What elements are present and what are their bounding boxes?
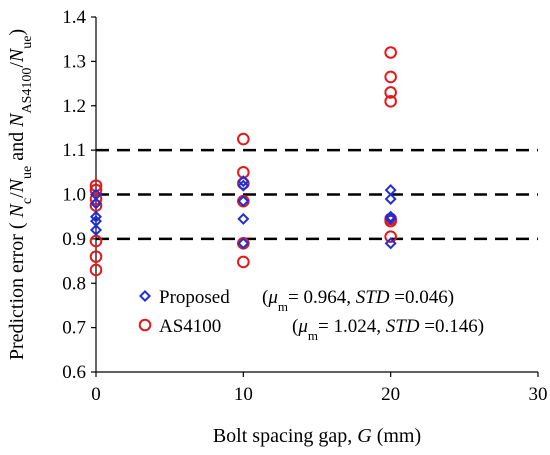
legend-stats-part: ( — [262, 287, 268, 308]
y-tick-label: 1.0 — [62, 185, 86, 206]
y-axis-title-part: and — [6, 127, 28, 166]
legend-stats-part: = 0.964, — [288, 287, 356, 308]
legend-label: AS4100 — [159, 316, 221, 337]
y-axis-title-part: ) — [6, 29, 28, 36]
legend-stats-part: =0.146) — [420, 316, 485, 337]
legend-stats-part: =0.046) — [390, 287, 455, 308]
as4100-point — [237, 177, 250, 190]
legend-stats-part: STD — [356, 287, 390, 308]
as4100-point — [384, 230, 397, 243]
y-tick-label: 1.2 — [62, 96, 86, 117]
y-axis-title-part: N — [6, 177, 28, 193]
as4100-point — [237, 132, 250, 146]
x-tick-label: 20 — [381, 384, 400, 405]
proposed-point — [384, 212, 397, 225]
as4100-point — [89, 250, 103, 263]
y-tick-label: 0.7 — [62, 318, 86, 339]
legend-stats: (μm= 1.024, STD =0.146) — [292, 316, 484, 343]
proposed-point — [237, 237, 250, 250]
y-axis-title-part: N — [6, 112, 28, 128]
as4100-point — [384, 214, 397, 228]
y-tick-label: 0.8 — [62, 273, 86, 294]
proposed-point — [237, 175, 250, 188]
y-tick-label: 0.9 — [62, 229, 86, 250]
y-axis-title-part: ue — [20, 166, 35, 179]
legend-stats-part: ( — [292, 316, 298, 337]
y-axis-title-part: N — [6, 47, 28, 63]
legend-stats-part: μ — [267, 287, 278, 308]
as4100-point — [384, 95, 397, 108]
x-axis-title-part: (mm) — [372, 425, 421, 447]
y-axis-title-part: c — [20, 198, 35, 204]
as4100-point — [384, 70, 397, 84]
x-tick-label: 30 — [529, 384, 548, 405]
axes: 0.6 0.7 0.8 0.9 1.0 1.1 1.2 1.3 1.4 0 10 20 30 — [62, 7, 547, 405]
legend-stats-part: μ — [297, 316, 308, 337]
x-axis-title-part: G — [357, 425, 372, 447]
proposed-point — [237, 212, 250, 225]
y-axis-title-part: / — [6, 62, 28, 68]
proposed-point — [89, 197, 103, 210]
data-points — [89, 46, 397, 277]
y-tick-label: 1.3 — [62, 51, 86, 72]
y-tick-label: 0.6 — [62, 362, 86, 383]
legend-marker-as4100 — [138, 318, 152, 332]
proposed-point — [384, 192, 397, 205]
as4100-point — [384, 46, 397, 59]
y-axis-title-part: ue — [20, 35, 35, 48]
legend-stats-part: STD — [386, 316, 420, 337]
y-axis-title-part: Prediction error ( — [6, 217, 28, 360]
x-tick-label: 0 — [91, 384, 101, 405]
y-tick-label: 1.1 — [62, 140, 86, 161]
legend-marker-proposed — [138, 289, 152, 303]
legend-label: Proposed — [159, 287, 230, 308]
as4100-point — [89, 183, 103, 197]
proposed-point — [89, 223, 103, 237]
proposed-point — [384, 210, 397, 223]
legend-stats-part: = 1.024, — [318, 316, 386, 337]
as4100-point — [89, 263, 103, 277]
as4100-point — [89, 192, 103, 206]
y-axis-title-part: N — [6, 202, 28, 218]
proposed-point — [89, 210, 103, 223]
legend-stats-part: m — [278, 299, 288, 314]
as4100-point — [384, 86, 397, 99]
x-tick-label: 10 — [234, 384, 253, 405]
legend-stats-part: m — [308, 328, 318, 343]
y-tick-label: 1.4 — [62, 7, 86, 28]
proposed-point — [384, 237, 397, 250]
y-axis-title-part: / — [6, 192, 28, 198]
reference-lines — [96, 148, 538, 241]
y-axis-title: Prediction error ( Nc/Nue and NAS4100/Nu… — [6, 29, 35, 360]
proposed-point — [237, 179, 250, 192]
as4100-point — [237, 255, 250, 269]
x-axis-title: Bolt spacing gap, G (mm) — [213, 425, 421, 447]
x-axis-title-part: Bolt spacing gap, — [213, 425, 357, 447]
proposed-point — [237, 195, 250, 208]
axis-titles: Bolt spacing gap, G (mm)Prediction error… — [6, 29, 421, 447]
legend-stats: (μm= 0.964, STD =0.046) — [262, 287, 454, 314]
legend: Proposed (μm= 0.964, STD =0.046)AS4100 (μm… — [138, 287, 484, 343]
y-axis-title-part: AS4100 — [20, 68, 35, 114]
